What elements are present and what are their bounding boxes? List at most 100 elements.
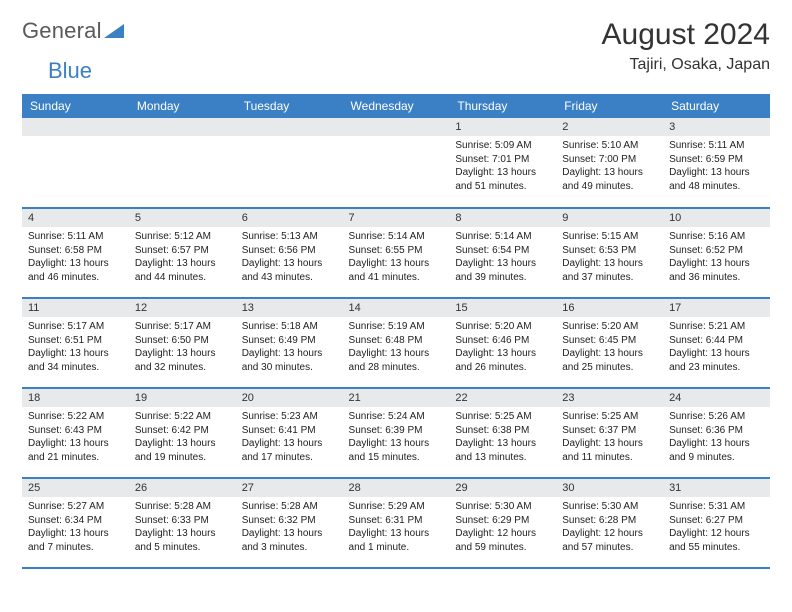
day-cell: 26Sunrise: 5:28 AMSunset: 6:33 PMDayligh…	[129, 478, 236, 568]
sunrise-text: Sunrise: 5:25 AM	[455, 410, 550, 424]
sunset-text: Sunset: 6:48 PM	[349, 334, 444, 348]
day-body: Sunrise: 5:11 AMSunset: 6:59 PMDaylight:…	[663, 136, 770, 197]
daylight-text: Daylight: 13 hours and 3 minutes.	[242, 527, 337, 554]
daylight-text: Daylight: 13 hours and 37 minutes.	[562, 257, 657, 284]
day-number: 20	[236, 389, 343, 407]
day-number: 16	[556, 299, 663, 317]
daylight-text: Daylight: 13 hours and 11 minutes.	[562, 437, 657, 464]
sunrise-text: Sunrise: 5:26 AM	[669, 410, 764, 424]
weekday-header: Thursday	[449, 94, 556, 118]
daylight-text: Daylight: 13 hours and 15 minutes.	[349, 437, 444, 464]
empty-cell	[129, 118, 236, 208]
logo-text-1: General	[22, 18, 102, 44]
daylight-text: Daylight: 13 hours and 19 minutes.	[135, 437, 230, 464]
day-number	[129, 118, 236, 136]
day-body: Sunrise: 5:25 AMSunset: 6:37 PMDaylight:…	[556, 407, 663, 468]
sunset-text: Sunset: 6:39 PM	[349, 424, 444, 438]
day-cell: 21Sunrise: 5:24 AMSunset: 6:39 PMDayligh…	[343, 388, 450, 478]
sunrise-text: Sunrise: 5:27 AM	[28, 500, 123, 514]
day-body: Sunrise: 5:10 AMSunset: 7:00 PMDaylight:…	[556, 136, 663, 197]
sunrise-text: Sunrise: 5:21 AM	[669, 320, 764, 334]
sunset-text: Sunset: 6:27 PM	[669, 514, 764, 528]
sunset-text: Sunset: 6:33 PM	[135, 514, 230, 528]
weekday-header: Friday	[556, 94, 663, 118]
calendar-row: 18Sunrise: 5:22 AMSunset: 6:43 PMDayligh…	[22, 388, 770, 478]
day-cell: 17Sunrise: 5:21 AMSunset: 6:44 PMDayligh…	[663, 298, 770, 388]
calendar-row: 11Sunrise: 5:17 AMSunset: 6:51 PMDayligh…	[22, 298, 770, 388]
day-body: Sunrise: 5:19 AMSunset: 6:48 PMDaylight:…	[343, 317, 450, 378]
day-cell: 3Sunrise: 5:11 AMSunset: 6:59 PMDaylight…	[663, 118, 770, 208]
day-body: Sunrise: 5:20 AMSunset: 6:45 PMDaylight:…	[556, 317, 663, 378]
calendar-head: SundayMondayTuesdayWednesdayThursdayFrid…	[22, 94, 770, 118]
day-number: 3	[663, 118, 770, 136]
day-cell: 5Sunrise: 5:12 AMSunset: 6:57 PMDaylight…	[129, 208, 236, 298]
sunset-text: Sunset: 6:57 PM	[135, 244, 230, 258]
day-body: Sunrise: 5:29 AMSunset: 6:31 PMDaylight:…	[343, 497, 450, 558]
day-number: 12	[129, 299, 236, 317]
day-body: Sunrise: 5:30 AMSunset: 6:28 PMDaylight:…	[556, 497, 663, 558]
sunrise-text: Sunrise: 5:28 AM	[242, 500, 337, 514]
weekday-header: Tuesday	[236, 94, 343, 118]
day-body: Sunrise: 5:11 AMSunset: 6:58 PMDaylight:…	[22, 227, 129, 288]
sunrise-text: Sunrise: 5:18 AM	[242, 320, 337, 334]
day-number: 2	[556, 118, 663, 136]
day-body: Sunrise: 5:28 AMSunset: 6:32 PMDaylight:…	[236, 497, 343, 558]
day-number: 19	[129, 389, 236, 407]
sunrise-text: Sunrise: 5:17 AM	[28, 320, 123, 334]
sunset-text: Sunset: 6:56 PM	[242, 244, 337, 258]
logo-text-2: Blue	[48, 58, 92, 83]
day-body: Sunrise: 5:09 AMSunset: 7:01 PMDaylight:…	[449, 136, 556, 197]
day-number: 8	[449, 209, 556, 227]
daylight-text: Daylight: 13 hours and 17 minutes.	[242, 437, 337, 464]
day-number: 28	[343, 479, 450, 497]
calendar-row: 25Sunrise: 5:27 AMSunset: 6:34 PMDayligh…	[22, 478, 770, 568]
calendar-row: 4Sunrise: 5:11 AMSunset: 6:58 PMDaylight…	[22, 208, 770, 298]
day-body: Sunrise: 5:14 AMSunset: 6:54 PMDaylight:…	[449, 227, 556, 288]
day-number: 30	[556, 479, 663, 497]
day-number	[236, 118, 343, 136]
day-body: Sunrise: 5:21 AMSunset: 6:44 PMDaylight:…	[663, 317, 770, 378]
day-body: Sunrise: 5:28 AMSunset: 6:33 PMDaylight:…	[129, 497, 236, 558]
day-cell: 13Sunrise: 5:18 AMSunset: 6:49 PMDayligh…	[236, 298, 343, 388]
sunrise-text: Sunrise: 5:16 AM	[669, 230, 764, 244]
day-number: 17	[663, 299, 770, 317]
day-cell: 25Sunrise: 5:27 AMSunset: 6:34 PMDayligh…	[22, 478, 129, 568]
sunset-text: Sunset: 6:34 PM	[28, 514, 123, 528]
day-number: 26	[129, 479, 236, 497]
daylight-text: Daylight: 12 hours and 59 minutes.	[455, 527, 550, 554]
sunset-text: Sunset: 6:53 PM	[562, 244, 657, 258]
daylight-text: Daylight: 13 hours and 44 minutes.	[135, 257, 230, 284]
sunset-text: Sunset: 6:37 PM	[562, 424, 657, 438]
empty-cell	[22, 118, 129, 208]
day-body: Sunrise: 5:13 AMSunset: 6:56 PMDaylight:…	[236, 227, 343, 288]
day-cell: 19Sunrise: 5:22 AMSunset: 6:42 PMDayligh…	[129, 388, 236, 478]
sunrise-text: Sunrise: 5:31 AM	[669, 500, 764, 514]
sunrise-text: Sunrise: 5:22 AM	[28, 410, 123, 424]
daylight-text: Daylight: 13 hours and 28 minutes.	[349, 347, 444, 374]
day-cell: 7Sunrise: 5:14 AMSunset: 6:55 PMDaylight…	[343, 208, 450, 298]
day-number: 24	[663, 389, 770, 407]
sunset-text: Sunset: 6:59 PM	[669, 153, 764, 167]
sunrise-text: Sunrise: 5:14 AM	[349, 230, 444, 244]
sunrise-text: Sunrise: 5:28 AM	[135, 500, 230, 514]
day-body: Sunrise: 5:22 AMSunset: 6:43 PMDaylight:…	[22, 407, 129, 468]
day-number: 13	[236, 299, 343, 317]
sunset-text: Sunset: 6:51 PM	[28, 334, 123, 348]
sunrise-text: Sunrise: 5:23 AM	[242, 410, 337, 424]
day-cell: 18Sunrise: 5:22 AMSunset: 6:43 PMDayligh…	[22, 388, 129, 478]
sunrise-text: Sunrise: 5:15 AM	[562, 230, 657, 244]
day-number: 1	[449, 118, 556, 136]
day-number: 9	[556, 209, 663, 227]
weekday-header: Monday	[129, 94, 236, 118]
sunset-text: Sunset: 6:44 PM	[669, 334, 764, 348]
sunrise-text: Sunrise: 5:14 AM	[455, 230, 550, 244]
empty-cell	[343, 118, 450, 208]
daylight-text: Daylight: 13 hours and 48 minutes.	[669, 166, 764, 193]
day-number: 29	[449, 479, 556, 497]
sunset-text: Sunset: 6:29 PM	[455, 514, 550, 528]
daylight-text: Daylight: 13 hours and 43 minutes.	[242, 257, 337, 284]
day-body: Sunrise: 5:26 AMSunset: 6:36 PMDaylight:…	[663, 407, 770, 468]
daylight-text: Daylight: 13 hours and 30 minutes.	[242, 347, 337, 374]
day-number: 31	[663, 479, 770, 497]
daylight-text: Daylight: 13 hours and 46 minutes.	[28, 257, 123, 284]
